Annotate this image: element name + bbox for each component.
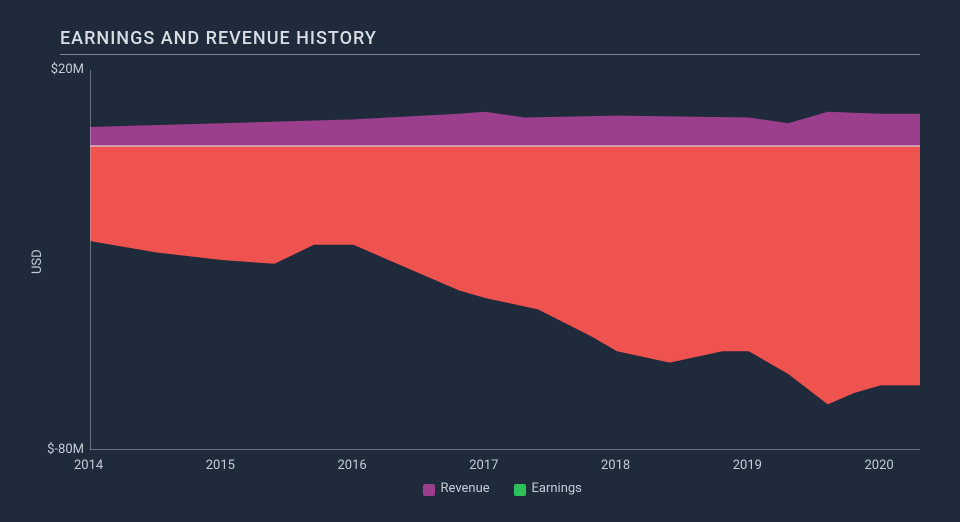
series-earnings_loss <box>90 146 920 404</box>
y-tick-label: $-80M <box>47 442 84 457</box>
legend-label: Revenue <box>441 481 490 496</box>
legend-label: Earnings <box>532 481 582 496</box>
x-tick-label: 2019 <box>733 458 762 473</box>
legend-swatch <box>514 484 526 496</box>
x-tick-label: 2014 <box>74 458 103 473</box>
legend-swatch <box>423 484 435 496</box>
chart-title: EARNINGS AND REVENUE HISTORY <box>60 28 377 49</box>
series-revenue <box>90 112 920 146</box>
x-tick-label: 2020 <box>864 458 893 473</box>
plot-area <box>90 70 920 450</box>
x-tick-label: 2015 <box>206 458 235 473</box>
title-underline <box>60 54 920 55</box>
x-tick-label: 2016 <box>337 458 366 473</box>
x-tick-label: 2018 <box>601 458 630 473</box>
y-tick-label: $20M <box>51 62 84 77</box>
y-axis-title: USD <box>30 249 45 274</box>
x-tick-label: 2017 <box>469 458 498 473</box>
chart-container: EARNINGS AND REVENUE HISTORY 2014 2015 2016… <box>0 0 960 522</box>
